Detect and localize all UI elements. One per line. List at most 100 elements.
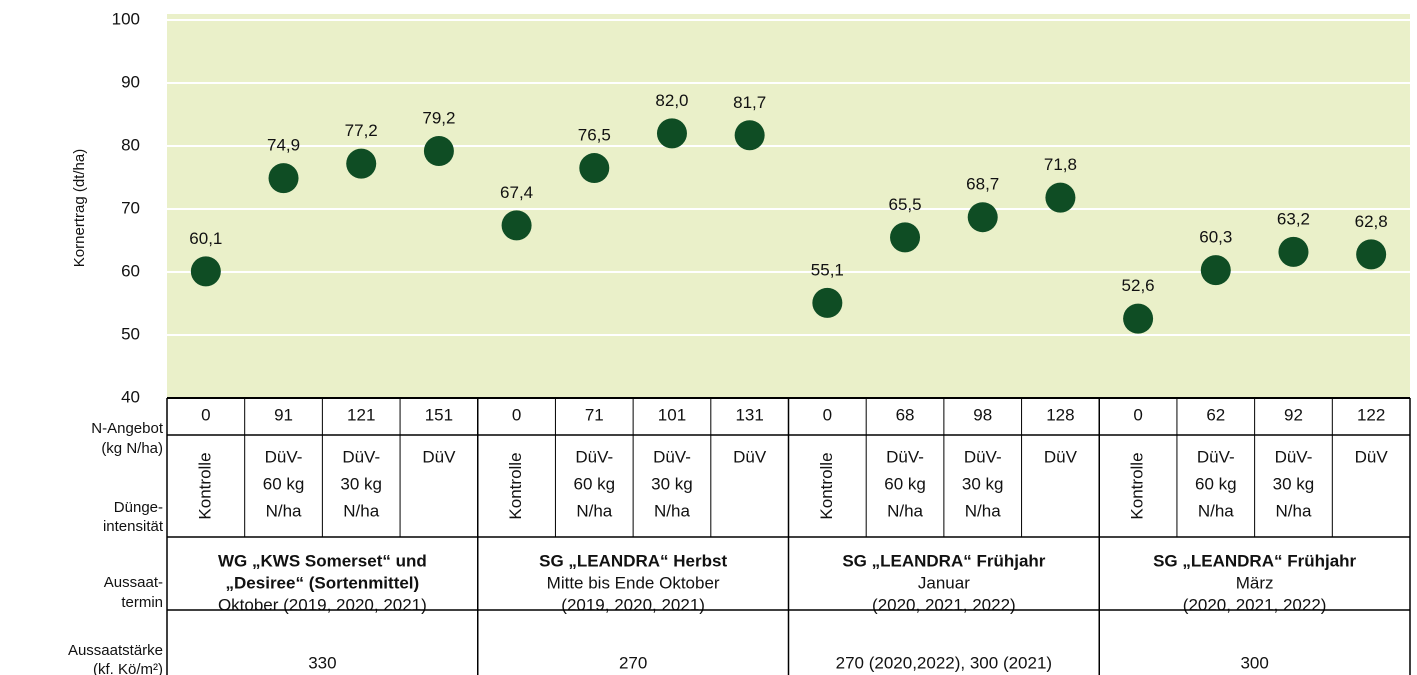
y-tick-label: 40 [121, 387, 140, 406]
data-point [1045, 182, 1076, 213]
duengeintensitaet-cell: DüV- [886, 447, 924, 466]
data-point [346, 148, 377, 179]
duengeintensitaet-cell: DüV- [964, 447, 1002, 466]
group-subtitle: Januar [918, 573, 970, 592]
duengeintensitaet-cell: DüV- [1275, 447, 1313, 466]
row-label: Aussaatstärke [68, 642, 163, 659]
duengeintensitaet-cell: 30 kg [651, 474, 693, 493]
group-title: „Desiree“ (Sortenmittel) [226, 573, 420, 592]
y-axis-label: Kornertrag (dt/ha) [71, 149, 88, 267]
n-angebot-cell: 0 [201, 405, 210, 424]
duengeintensitaet-cell: 30 kg [962, 474, 1004, 493]
group-title: WG „KWS Somerset“ und [218, 551, 427, 570]
data-label: 65,5 [888, 195, 921, 214]
data-point [967, 202, 998, 233]
data-label: 79,2 [422, 109, 455, 128]
duengeintensitaet-cell: 30 kg [340, 474, 382, 493]
row-label: Dünge- [114, 499, 163, 516]
group-subtitle: (2019, 2020, 2021) [561, 595, 705, 614]
data-point [1278, 236, 1309, 267]
n-angebot-cell: 0 [1133, 405, 1142, 424]
n-angebot-cell: 128 [1046, 405, 1074, 424]
n-angebot-cell: 122 [1357, 405, 1385, 424]
data-point [423, 136, 454, 167]
row-label: N-Angebot [91, 420, 164, 437]
duengeintensitaet-cell: DüV [422, 447, 456, 466]
data-label: 55,1 [811, 260, 844, 279]
n-angebot-cell: 121 [347, 405, 375, 424]
y-tick-label: 100 [112, 9, 140, 28]
group-subtitle: (2020, 2021, 2022) [1183, 595, 1327, 614]
duengeintensitaet-cell: Kontrolle [817, 452, 836, 519]
duengeintensitaet-cell: 60 kg [263, 474, 305, 493]
duengeintensitaet-cell: 60 kg [573, 474, 615, 493]
duengeintensitaet-cell: DüV- [1197, 447, 1235, 466]
row-label: (kf. Kö/m²) [93, 661, 163, 675]
aussaatstaerke-cell: 270 (2020,2022), 300 (2021) [836, 653, 1052, 672]
n-angebot-cell: 0 [512, 405, 521, 424]
duengeintensitaet-cell: N/ha [266, 501, 302, 520]
duengeintensitaet-cell: 30 kg [1273, 474, 1315, 493]
data-point [734, 120, 765, 151]
data-point [268, 163, 299, 194]
data-point [190, 256, 221, 287]
data-label: 68,7 [966, 175, 999, 194]
aussaatstaerke-cell: 270 [619, 653, 647, 672]
group-subtitle: Oktober (2019, 2020, 2021) [218, 595, 427, 614]
y-tick-label: 50 [121, 324, 140, 343]
duengeintensitaet-cell: Kontrolle [195, 452, 214, 519]
n-angebot-cell: 62 [1206, 405, 1225, 424]
n-angebot-cell: 91 [274, 405, 293, 424]
plot-area [167, 14, 1410, 398]
group-subtitle: Mitte bis Ende Oktober [547, 573, 720, 592]
duengeintensitaet-cell: DüV [733, 447, 767, 466]
duengeintensitaet-cell: N/ha [1276, 501, 1312, 520]
data-point [656, 118, 687, 149]
duengeintensitaet-cell: N/ha [887, 501, 923, 520]
aussaatstaerke-cell: 330 [308, 653, 336, 672]
n-angebot-cell: 101 [658, 405, 686, 424]
n-angebot-cell: 98 [973, 405, 992, 424]
data-label: 82,0 [655, 91, 688, 110]
n-angebot-cell: 0 [823, 405, 832, 424]
duengeintensitaet-cell: 60 kg [1195, 474, 1237, 493]
data-point [1200, 255, 1231, 286]
group-subtitle: (2020, 2021, 2022) [872, 595, 1016, 614]
duengeintensitaet-cell: DüV- [342, 447, 380, 466]
y-tick-label: 60 [121, 261, 140, 280]
group-subtitle: März [1236, 573, 1274, 592]
aussaatstaerke-cell: 300 [1240, 653, 1268, 672]
data-point [1123, 303, 1154, 334]
y-tick-label: 80 [121, 135, 140, 154]
n-angebot-cell: 151 [425, 405, 453, 424]
duengeintensitaet-cell: N/ha [965, 501, 1001, 520]
data-label: 71,8 [1044, 155, 1077, 174]
data-point [501, 210, 532, 241]
n-angebot-cell: 68 [896, 405, 915, 424]
data-label: 81,7 [733, 93, 766, 112]
group-title: SG „LEANDRA“ Herbst [539, 551, 727, 570]
data-point [1356, 239, 1387, 270]
row-label: termin [121, 594, 163, 611]
duengeintensitaet-cell: DüV- [575, 447, 613, 466]
data-label: 62,8 [1355, 212, 1388, 231]
y-tick-label: 90 [121, 72, 140, 91]
duengeintensitaet-cell: 60 kg [884, 474, 926, 493]
data-point [579, 153, 610, 184]
group-title: SG „LEANDRA“ Frühjahr [842, 551, 1045, 570]
duengeintensitaet-cell: Kontrolle [1128, 452, 1147, 519]
duengeintensitaet-cell: N/ha [1198, 501, 1234, 520]
data-point [890, 222, 921, 253]
duengeintensitaet-cell: DüV [1355, 447, 1389, 466]
n-angebot-cell: 92 [1284, 405, 1303, 424]
row-label: intensität [103, 518, 164, 535]
duengeintensitaet-cell: DüV- [653, 447, 691, 466]
data-point [812, 287, 843, 318]
data-label: 52,6 [1122, 276, 1155, 295]
data-label: 60,3 [1199, 228, 1232, 247]
duengeintensitaet-cell: DüV- [265, 447, 303, 466]
data-label: 76,5 [578, 126, 611, 145]
row-label: Aussaat- [104, 574, 163, 591]
data-label: 67,4 [500, 183, 533, 202]
